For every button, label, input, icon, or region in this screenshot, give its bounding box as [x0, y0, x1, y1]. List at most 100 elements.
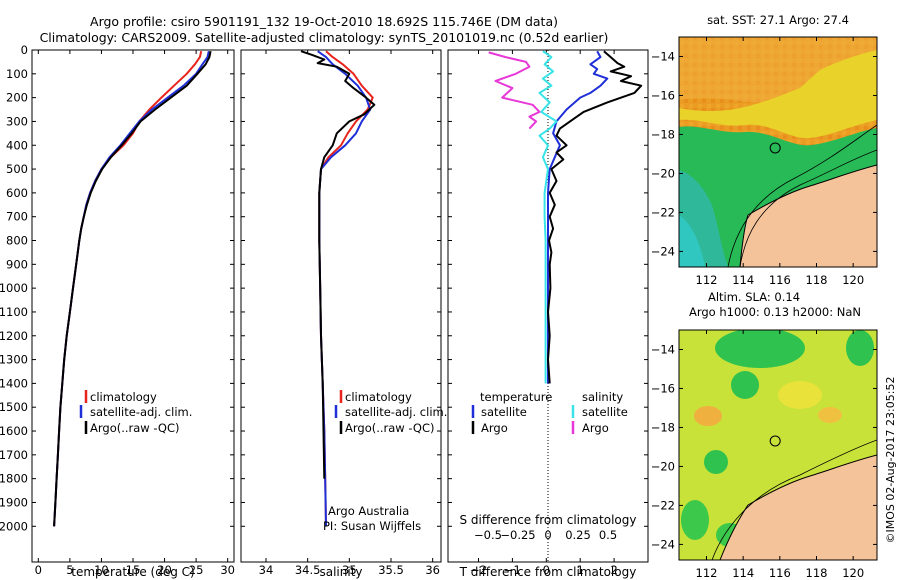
x-tick-label: 30 — [220, 563, 235, 577]
legend-argo-raw: Argo(..raw -QC) — [345, 421, 435, 435]
x-tick-label: 20 — [157, 563, 172, 577]
salinity-panel: 34 34.5 35 35.5 36 salinity climatology sate… — [240, 49, 447, 579]
y-tick-label: 800 — [6, 234, 28, 248]
series-line-temperature-argo — [547, 50, 643, 384]
credit-argo-australia: Argo Australia — [328, 504, 409, 518]
difference-xlabel-top: S difference from climatology — [460, 513, 637, 527]
map-x-tick-label: 112 — [696, 566, 718, 580]
map-x-tick-label: 114 — [732, 273, 754, 287]
map-y-tick-label: −20 — [651, 166, 675, 180]
legend-salinity-satellite: satellite — [582, 405, 628, 419]
map-x-tick-label: 116 — [769, 566, 791, 580]
map-y-tick-label: −22 — [651, 205, 675, 219]
series-line-argo-raw-qc- — [300, 50, 376, 479]
y-tick-label: 100 — [6, 67, 28, 81]
y-tick-label: 1000 — [0, 281, 28, 295]
sst-shelf-contour — [727, 124, 877, 267]
sst-profile-marker — [769, 142, 781, 154]
legend-salinity-heading: salinity — [582, 390, 623, 404]
x-tick-label: 35.5 — [378, 563, 404, 577]
s-diff-tick-label: 0 — [544, 528, 551, 542]
s-diff-tick-label: 0.5 — [599, 528, 617, 542]
sla-high-anomaly — [818, 407, 842, 423]
y-tick-label: 2000 — [0, 519, 28, 533]
figure-title-line-2: Climatology: CARS2009. Satellite-adjuste… — [39, 30, 609, 45]
y-tick-label: 1500 — [0, 400, 28, 414]
sst-map-title: sat. SST: 27.1 Argo: 27.4 — [707, 13, 849, 27]
y-tick-label: 200 — [6, 91, 28, 105]
map-y-tick-label: −24 — [651, 537, 675, 551]
y-tick-label: 500 — [6, 162, 28, 176]
map-y-tick-label: −18 — [651, 127, 675, 141]
legend-argo-raw: Argo(..raw -QC) — [90, 421, 180, 435]
series-line-argo-raw-qc- — [53, 51, 212, 527]
salinity-legend: climatology satellite-adj. clim. Argo(..… — [323, 390, 447, 533]
map-y-tick-label: −14 — [651, 342, 675, 356]
map-y-tick-label: −20 — [651, 459, 675, 473]
map-x-tick-label: 116 — [769, 273, 791, 287]
map-y-tick-label: −14 — [651, 49, 675, 63]
y-tick-label: 1300 — [0, 353, 28, 367]
y-tick-label: 300 — [6, 114, 28, 128]
x-tick-label: 2 — [610, 563, 617, 577]
legend-satellite-adj: satellite-adj. clim. — [345, 405, 447, 419]
legend-salinity-argo: Argo — [582, 421, 609, 435]
series-line-salinity-satellite — [538, 50, 558, 384]
y-tick-label: 1400 — [0, 376, 28, 390]
difference-xlabel: T difference from climatology — [459, 565, 637, 579]
x-tick-label: 25 — [189, 563, 204, 577]
map-x-tick-label: 118 — [806, 566, 828, 580]
sla-map-title-2: Argo h1000: 0.13 h2000: NaN — [689, 305, 861, 319]
x-tick-label: 0 — [543, 563, 550, 577]
x-tick-label: 0 — [35, 563, 42, 577]
y-tick-label: 1700 — [0, 448, 28, 462]
map-y-tick-label: −22 — [651, 498, 675, 512]
x-tick-label: 5 — [66, 563, 73, 577]
sla-map: Altim. SLA: 0.14 Argo h1000: 0.13 h2000:… — [651, 290, 878, 580]
x-tick-label: 10 — [94, 563, 109, 577]
sla-low-anomaly — [704, 450, 728, 474]
legend-temperature-satellite: satellite — [481, 405, 527, 419]
sla-shelf-contour — [711, 439, 877, 560]
x-tick-label: 36 — [425, 563, 440, 577]
series-line-salinity-argo — [488, 51, 541, 130]
legend-temperature-argo: Argo — [481, 421, 508, 435]
sst-map-frame — [678, 36, 878, 268]
s-diff-tick-label: 0.25 — [565, 528, 591, 542]
x-tick-label: 1 — [577, 563, 584, 577]
sla-low-anomaly — [731, 371, 759, 399]
salinity-xlabel: salinity — [319, 565, 362, 579]
sla-high-anomaly — [778, 381, 822, 409]
sst-yellow-band — [679, 50, 877, 139]
sst-cyan-region — [679, 215, 705, 267]
sla-low-anomaly — [846, 330, 874, 366]
y-tick-label: 900 — [6, 257, 28, 271]
x-tick-label: 35 — [342, 563, 357, 577]
temperature-legend: climatology satellite-adj. clim. Argo(..… — [79, 390, 192, 435]
map-x-tick-label: 120 — [842, 566, 864, 580]
sla-map-title-1: Altim. SLA: 0.14 — [708, 290, 800, 304]
credit-pi: PI: Susan Wijffels — [323, 519, 421, 533]
map-y-tick-label: −16 — [651, 381, 675, 395]
map-x-tick-label: 118 — [806, 273, 828, 287]
map-y-tick-label: −16 — [651, 88, 675, 102]
map-x-tick-label: 112 — [696, 273, 718, 287]
y-tick-label: 0 — [21, 43, 28, 57]
sla-low-anomaly — [715, 330, 805, 368]
series-line-satellite-adj-clim- — [317, 50, 372, 527]
x-tick-label: 15 — [126, 563, 141, 577]
sst-contour — [739, 149, 877, 267]
series-line-satellite-adj-clim- — [53, 50, 210, 527]
s-diff-tick-label: −0.25 — [500, 528, 535, 542]
series-line-climatology — [318, 50, 374, 527]
imos-watermark: ©IMOS 02-Aug-2017 23:05:52 — [884, 377, 897, 544]
sla-low-anomaly — [681, 500, 709, 540]
legend-climatology: climatology — [345, 390, 412, 404]
map-x-tick-label: 114 — [732, 566, 754, 580]
figure-title-line-1: Argo profile: csiro 5901191_132 19-Oct-2… — [90, 14, 558, 29]
temperature-xlabel: temperature (deg C) — [71, 565, 194, 579]
difference-panel: −2 −1 0 1 2 T difference from climatology S … — [447, 49, 649, 579]
map-y-tick-label: −24 — [651, 244, 675, 258]
temperature-axes-frame — [31, 49, 235, 563]
